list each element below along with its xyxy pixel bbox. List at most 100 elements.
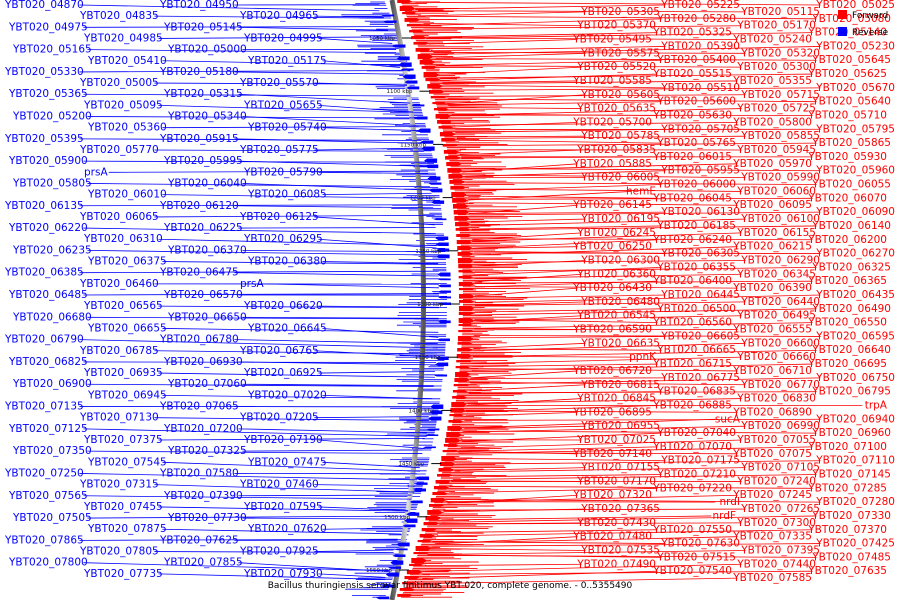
forward-callout-line: [431, 46, 821, 55]
reverse-gene-label: YBT020_06380: [247, 256, 327, 268]
forward-gene-arrow: [429, 90, 445, 94]
reverse-gene-label: YBT020_06310: [83, 233, 163, 245]
reverse-gene-label: YBT020_06220: [8, 222, 88, 234]
forward-gene-label: YBT020_05800: [732, 116, 812, 128]
forward-gene-label: YBT020_05725: [736, 103, 816, 115]
forward-gene-arrow: [432, 102, 448, 105]
forward-callout-line: [474, 286, 738, 289]
forward-gene-label: YBT020_05325: [652, 27, 732, 39]
reverse-gene-label: YBT020_06790: [4, 334, 84, 346]
forward-callout-line: [428, 37, 738, 40]
reverse-callout-line: [158, 438, 425, 441]
reverse-callout-line: [83, 26, 389, 28]
forward-gene-label: YBT020_05705: [660, 123, 740, 135]
reverse-gene-arrow: [428, 182, 442, 185]
forward-callout-line: [473, 336, 666, 339]
reverse-gene-label: YBT020_06930: [163, 356, 243, 368]
forward-callout-line: [442, 80, 738, 85]
reverse-gene-label: YBT020_05005: [79, 77, 159, 89]
forward-gene-arrow: [458, 270, 474, 273]
forward-callout-line: [474, 322, 813, 329]
forward-gene-label: YBT020_07175: [660, 455, 740, 467]
reverse-callout-line: [314, 216, 435, 226]
forward-gene-label: YBT020_06345: [736, 268, 816, 280]
reverse-gene-label: YBT020_07505: [12, 512, 92, 524]
forward-gene-label: YBT020_05080: [811, 13, 891, 25]
forward-gene-label: YBT020_07585: [732, 572, 812, 584]
reverse-gene-arrow: [436, 254, 450, 259]
forward-gene-arrow: [452, 198, 468, 203]
forward-gene-arrow: [429, 504, 445, 507]
reverse-gene-label: YBT020_05095: [83, 99, 163, 111]
forward-callout-line: [464, 418, 716, 429]
forward-gene-arrow: [457, 348, 473, 352]
forward-callout-line: [468, 197, 813, 200]
forward-gene-label: YBT020_06440: [740, 296, 820, 308]
reverse-callout-line: [83, 293, 439, 296]
forward-gene-label: YBT020_07330: [811, 510, 891, 522]
reverse-gene-arrow: [392, 554, 406, 557]
forward-gene-arrow: [397, 0, 413, 3]
forward-gene-label: YBT020_05025: [815, 0, 895, 11]
forward-gene-label: YBT020_06355: [656, 261, 736, 273]
reverse-callout-line: [162, 528, 402, 535]
forward-callout-line: [466, 184, 662, 192]
reverse-callout-line: [162, 328, 439, 333]
forward-callout-line: [474, 273, 742, 279]
reverse-gene-arrow: [435, 236, 449, 240]
forward-callout-line: [474, 266, 662, 276]
forward-gene-label: YBT020_06215: [732, 241, 812, 253]
reverse-callout-line: [79, 138, 422, 141]
reverse-gene-label: YBT020_06135: [4, 200, 84, 212]
forward-gene-label: YBT020_06140: [811, 220, 891, 232]
forward-gene-label: YBT020_05970: [732, 158, 812, 170]
reverse-callout-line: [318, 439, 425, 449]
forward-gene-arrow: [443, 150, 459, 154]
reverse-callout-line: [242, 183, 430, 191]
reverse-callout-line: [79, 4, 380, 12]
forward-callout-line: [464, 418, 821, 421]
reverse-callout-line: [162, 261, 439, 265]
forward-callout-line: [451, 480, 582, 482]
forward-callout-line: [474, 273, 582, 283]
reverse-gene-label: YBT020_05900: [8, 155, 88, 167]
reverse-gene-arrow: [400, 68, 414, 71]
reverse-gene-label: YBT020_06900: [12, 378, 92, 390]
reverse-gene-arrow: [426, 428, 440, 431]
forward-gene-label: nrdF: [713, 510, 737, 522]
forward-gene-arrow: [404, 18, 420, 22]
forward-gene-arrow: [409, 564, 425, 567]
forward-gene-label: YBT020_06005: [580, 172, 660, 184]
reverse-gene-label: YBT020_04985: [83, 32, 163, 44]
reverse-callout-line: [79, 270, 439, 274]
reverse-gene-label: YBT020_07865: [4, 534, 84, 546]
forward-gene-blocks: [397, 0, 474, 597]
reverse-gene-label: YBT020_05200: [12, 111, 92, 123]
forward-gene-label: YBT020_07070: [652, 441, 732, 453]
forward-gene-arrow: [441, 138, 457, 142]
forward-callout-line: [433, 52, 746, 54]
reverse-callout-line: [83, 562, 390, 572]
reverse-callout-line: [318, 38, 393, 44]
reverse-callout-line: [154, 350, 437, 355]
forward-gene-label: YBT020_06770: [740, 379, 820, 391]
forward-callout-line: [473, 335, 821, 337]
reverse-gene-arrow: [435, 362, 449, 367]
reverse-callout-line: [318, 371, 435, 374]
forward-gene-label: YBT020_07490: [576, 558, 656, 570]
reverse-gene-arrow: [412, 488, 426, 492]
forward-gene-label: YBT020_06435: [815, 289, 895, 301]
reverse-gene-label: YBT020_06680: [12, 311, 92, 323]
forward-gene-label: YBT020_07300: [736, 517, 816, 529]
reverse-gene-arrow: [421, 146, 435, 151]
forward-gene-label: sucA: [715, 413, 741, 425]
forward-gene-arrow: [455, 228, 471, 231]
reverse-gene-arrow: [437, 272, 451, 277]
forward-gene-arrow: [455, 366, 471, 369]
forward-gene-arrow: [437, 474, 453, 477]
forward-callout-line: [474, 319, 658, 324]
reverse-gene-arrow: [383, 20, 397, 23]
forward-gene-arrow: [423, 522, 439, 526]
forward-gene-label: YBT020_05835: [576, 144, 656, 156]
forward-callout-line: [474, 287, 578, 297]
